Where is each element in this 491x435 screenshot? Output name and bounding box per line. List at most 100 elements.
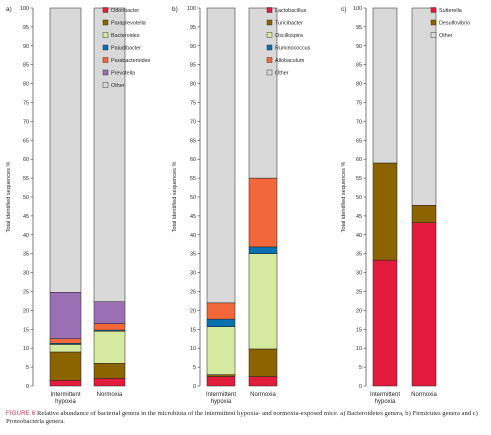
y-tick-label: 0 bbox=[193, 384, 196, 390]
bar-segment bbox=[206, 376, 236, 387]
bar-segment bbox=[411, 7, 437, 206]
bar-segment bbox=[49, 338, 82, 344]
panel-b-chart: b) Total identified sequences % 0 5 10 15 20 25… bbox=[172, 6, 311, 405]
y-tick-label: 100 bbox=[353, 6, 362, 12]
y-tick-label: 50 bbox=[356, 195, 362, 201]
bar-segment bbox=[248, 7, 278, 179]
y-tick-label: 85 bbox=[23, 63, 29, 69]
x-tick-label: Normoxia bbox=[411, 392, 437, 398]
legend-label: Other bbox=[439, 33, 453, 39]
legend-swatch bbox=[102, 7, 109, 13]
caption-label: FIGURE 6 bbox=[6, 411, 36, 417]
legend-label: Parabacteroides bbox=[111, 58, 151, 64]
y-tick-label: 20 bbox=[356, 308, 362, 314]
y-tick-label: 100 bbox=[187, 6, 196, 12]
y-tick-label: 95 bbox=[23, 25, 29, 31]
bar-segment bbox=[49, 344, 82, 353]
bar-segment bbox=[248, 246, 278, 254]
y-tick-label: 35 bbox=[190, 252, 196, 258]
legend-swatch bbox=[430, 19, 437, 26]
legend-swatch bbox=[266, 32, 273, 38]
legend-swatch bbox=[266, 69, 273, 76]
y-tick-label: 10 bbox=[190, 346, 196, 352]
y-tick-label: 60 bbox=[23, 157, 29, 163]
y-tick-label: 25 bbox=[356, 290, 362, 296]
panel-a-chart: a) Total identified sequences % 0 5 10 15 20 25… bbox=[6, 6, 151, 405]
x-tick-label: hypoxia bbox=[55, 399, 76, 405]
legend-swatch bbox=[102, 44, 109, 51]
y-tick-label: 75 bbox=[23, 101, 29, 107]
legend-swatch bbox=[102, 57, 109, 63]
y-tick-label: 30 bbox=[23, 271, 29, 277]
y-tick-label: 45 bbox=[23, 214, 29, 220]
bar-segment bbox=[248, 376, 278, 387]
y-tick-label: 85 bbox=[190, 63, 196, 69]
x-tick-label: Intermittent bbox=[206, 392, 236, 398]
y-tick-label: 80 bbox=[23, 82, 29, 88]
bar-segment bbox=[49, 351, 82, 381]
x-tick-label: Intermittent bbox=[50, 392, 80, 398]
y-tick-label: 45 bbox=[356, 214, 362, 220]
y-tick-label: 75 bbox=[190, 101, 196, 107]
bar-segment bbox=[49, 292, 82, 340]
legend-label: Paraprevotella bbox=[111, 21, 146, 27]
y-tick-label: 10 bbox=[356, 346, 362, 352]
y-tick-label: 5 bbox=[193, 365, 196, 371]
legend-swatch bbox=[266, 7, 273, 13]
y-tick-label: 35 bbox=[356, 252, 362, 258]
bar-segment bbox=[206, 302, 236, 320]
legend-label: Odoribacter bbox=[111, 8, 139, 14]
y-tick-label: 95 bbox=[190, 25, 196, 31]
y-tick-label: 20 bbox=[23, 308, 29, 314]
y-tick-label: 15 bbox=[23, 327, 29, 333]
y-tick-label: 50 bbox=[190, 195, 196, 201]
y-tick-label: 40 bbox=[190, 233, 196, 239]
bar-segment bbox=[206, 7, 236, 304]
y-tick-label: 60 bbox=[190, 157, 196, 163]
x-tick-label: Normoxia bbox=[97, 392, 123, 398]
x-tick-label: hypoxia bbox=[211, 399, 232, 405]
legend-label: Ruminococcus bbox=[275, 46, 311, 52]
y-tick-label: 10 bbox=[23, 346, 29, 352]
y-tick-label: 40 bbox=[23, 233, 29, 239]
y-tick-label: 5 bbox=[359, 365, 362, 371]
y-tick-label: 15 bbox=[190, 327, 196, 333]
y-tick-label: 70 bbox=[190, 119, 196, 125]
y-tick-label: 30 bbox=[190, 271, 196, 277]
legend-swatch bbox=[102, 32, 109, 38]
y-tick-label: 60 bbox=[356, 157, 362, 163]
bar-segment bbox=[93, 7, 126, 302]
x-tick-label: Normoxia bbox=[250, 392, 276, 398]
panel-c-chart: c) Total identified sequences % 0 5 10 15 20 25… bbox=[341, 6, 470, 405]
bar-segment bbox=[206, 326, 236, 375]
legend-swatch bbox=[102, 19, 109, 26]
bar-segment bbox=[372, 259, 398, 387]
y-tick-label: 65 bbox=[23, 138, 29, 144]
y-tick-label: 55 bbox=[23, 176, 29, 182]
bar-segment bbox=[93, 301, 126, 324]
y-tick-label: 0 bbox=[359, 384, 362, 390]
bar-segment bbox=[372, 7, 398, 164]
y-tick-label: 15 bbox=[356, 327, 362, 333]
y-tick-label: 45 bbox=[190, 214, 196, 220]
y-tick-label: 95 bbox=[356, 25, 362, 31]
legend-swatch bbox=[266, 44, 273, 51]
x-tick-label: hypoxia bbox=[375, 399, 396, 405]
y-tick-label: 80 bbox=[190, 82, 196, 88]
y-tick-label: 25 bbox=[23, 290, 29, 296]
legend-swatch bbox=[266, 19, 273, 26]
legend-label: Oscillospira bbox=[275, 33, 303, 39]
bar-segment bbox=[248, 348, 278, 377]
caption-text: Relative abundance of bacterial genera i… bbox=[6, 410, 478, 426]
bar-segment bbox=[248, 177, 278, 248]
y-tick-label: 40 bbox=[356, 233, 362, 239]
y-tick-label: 85 bbox=[356, 63, 362, 69]
x-tick-label: Intermittent bbox=[370, 392, 400, 398]
legend-label: Lactobacillus bbox=[275, 8, 306, 14]
bar-segment bbox=[372, 162, 398, 261]
y-axis-title: Total identified sequences % bbox=[172, 162, 178, 233]
bar-segment bbox=[93, 323, 126, 331]
y-axis-title: Total identified sequences % bbox=[6, 162, 12, 233]
y-tick-label: 55 bbox=[190, 176, 196, 182]
legend-label: Bacteroides bbox=[111, 33, 140, 39]
